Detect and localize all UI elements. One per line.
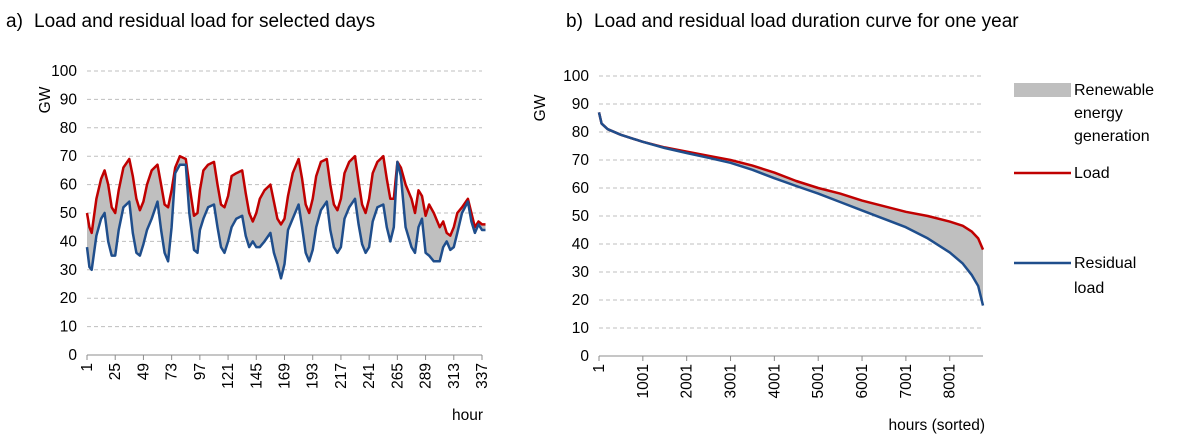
panel-b-x-tick-label: 6001	[854, 364, 871, 398]
panel-a-x-tick-label: 193	[305, 363, 322, 389]
legend-label-residual: Residual load	[1074, 255, 1141, 297]
panel-b-x-tick-label: 2001	[679, 364, 696, 398]
panel-a-y-tick-label: 20	[60, 290, 78, 307]
panel-b-y-tick-label: 90	[572, 96, 590, 113]
panel-a-label: a)	[6, 11, 23, 32]
panel-b-x-tick-label: 1001	[635, 364, 652, 398]
panel-b-x-axis-label: hours (sorted)	[889, 417, 985, 434]
panel-b-x-tick-label: 7001	[898, 364, 915, 398]
panel-a-x-tick-label: 49	[135, 363, 152, 380]
legend-renewable-line-2: energy	[1074, 105, 1123, 122]
panel-a-x-tick-label: 97	[192, 363, 209, 380]
panel-a-residual-line	[85, 160, 486, 280]
panel-b-y-axis-label: GW	[532, 94, 549, 121]
panel-a-x-tick-label: 25	[107, 363, 124, 380]
panel-b-y-tick-label: 10	[572, 320, 590, 337]
panel-b-y-tick-label: 60	[572, 180, 590, 197]
legend-renewable-line-1: Renewable	[1074, 82, 1154, 99]
panel-a-x-tick-label: 217	[333, 363, 350, 389]
legend: Renewable energy generation Load Residua…	[1014, 82, 1159, 297]
panel-b-y-tick-label: 70	[572, 152, 590, 169]
panel-a-y-tick-label: 0	[68, 347, 77, 364]
panel-a-title: Load and residual load for selected days	[34, 11, 375, 32]
legend-renewable-line-3: generation	[1074, 128, 1150, 145]
panel-a-x-tick-label: 1	[79, 363, 96, 372]
panel-b-renewable-area	[599, 112, 983, 306]
panel-b-y-tick-label: 0	[580, 348, 589, 365]
panel-b-x-tick-label: 8001	[942, 364, 959, 398]
legend-residual-line-1: Residual	[1074, 255, 1136, 272]
panel-a-x-tick-label: 337	[474, 363, 491, 389]
panel-a-y-tick-label: 10	[60, 319, 78, 336]
panel-a-x-tick-label: 265	[389, 363, 406, 389]
panel-a-x-tick-label: 289	[418, 363, 435, 389]
panel-a-x-tick-label: 145	[248, 363, 265, 389]
panel-a-y-tick-label: 90	[60, 91, 78, 108]
panel-b-y-tick-label: 40	[572, 236, 590, 253]
panel-a-load-line	[85, 154, 486, 237]
panel-a-y-tick-label: 30	[60, 262, 78, 279]
panel-a-y-tick-label: 70	[60, 148, 78, 165]
panel-a-y-axis-label: GW	[37, 86, 54, 113]
panel-b-y-tick-label: 50	[572, 208, 590, 225]
panel-a-y-tick-label: 50	[60, 205, 78, 222]
panel-b-y-tick-label: 20	[572, 292, 590, 309]
panel-b-x-tick-label: 1	[591, 364, 608, 373]
panel-b-x-tick-label: 3001	[723, 364, 740, 398]
panel-a-x-tick-label: 121	[220, 363, 237, 389]
panel-a-renewable-area	[87, 156, 486, 279]
legend-residual-line-2: load	[1074, 280, 1104, 297]
panel-a-y-tick-label: 80	[60, 120, 78, 137]
legend-label-renewable: Renewable energy generation	[1074, 82, 1159, 145]
panel-b-residual-line	[597, 112, 985, 306]
panel-a-y-tick-label: 100	[51, 63, 77, 80]
panel-a-x-tick-label: 169	[277, 363, 294, 389]
panel-a-x-tick-label: 73	[164, 363, 181, 380]
panel-b-label: b)	[566, 11, 583, 32]
panel-a-x-axis-label: hour	[452, 407, 483, 424]
panel-b-x-tick-label: 4001	[766, 364, 783, 398]
panel-b-y-tick-label: 80	[572, 124, 590, 141]
panel-b-x-tick-label: 5001	[810, 364, 827, 398]
panel-a-plot: 0 10 20 30 40 50 60 70 80 90 100 1 25 49 73 97 121 145 169…	[51, 63, 491, 389]
legend-swatch-renewable	[1014, 83, 1071, 97]
panel-b-y-tick-label: 30	[572, 264, 590, 281]
panel-a-y-tick-label: 60	[60, 177, 78, 194]
panel-b-title: Load and residual load duration curve fo…	[594, 11, 1019, 32]
legend-label-load: Load	[1074, 165, 1110, 182]
panel-a-y-tick-label: 40	[60, 233, 78, 250]
panel-a-x-tick-label: 313	[446, 363, 463, 389]
panel-b-y-tick-label: 100	[563, 68, 589, 85]
panel-a-x-tick-label: 241	[361, 363, 378, 389]
